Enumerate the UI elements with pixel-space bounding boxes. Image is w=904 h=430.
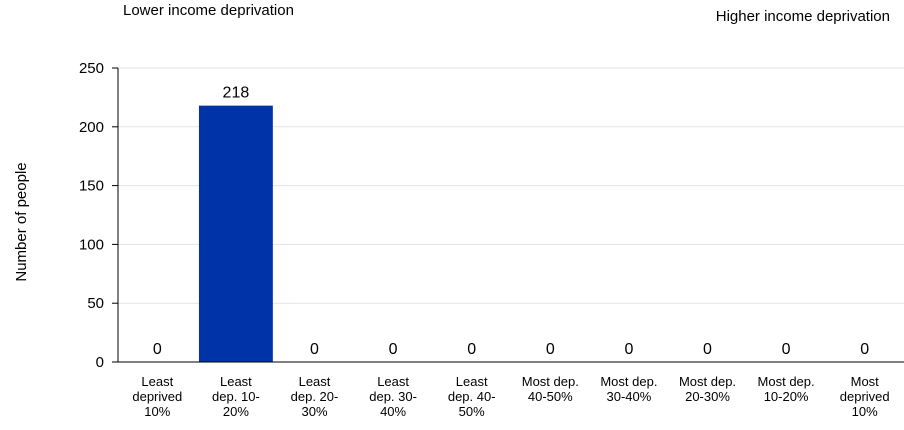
data-label: 0 [467,341,476,358]
x-tick-label: Least deprived 10% [132,374,182,419]
y-tick-labels: 0 50 100 150 200 250 [79,60,118,371]
x-tick-label: Most dep. 40-50% [522,374,579,404]
data-label: 0 [546,341,555,358]
data-label: 0 [310,341,319,358]
x-tick-labels: Least deprived 10% Least dep. 10-20% Least dep… [132,374,889,419]
x-tick-label: Least dep. 30-40% [369,374,417,419]
data-labels: 0 218 0 0 0 0 0 0 0 0 [153,85,869,358]
y-tick-label: 200 [79,119,104,136]
bar [198,105,273,362]
higher-deprivation-label: Higher income deprivation [715,8,890,25]
x-tick-label: Most dep. 10-20% [758,374,815,404]
data-label: 0 [389,341,398,358]
y-tick-label: 0 [96,354,104,371]
data-label: 0 [153,341,162,358]
data-label: 0 [782,341,791,358]
axes [117,68,904,363]
x-tick-label: Least dep. 10-20% [212,374,260,419]
y-tick-label: 50 [87,295,104,312]
data-label: 0 [703,341,712,358]
y-tick-label: 150 [79,178,104,195]
data-label: 0 [860,341,869,358]
data-label: 0 [624,341,633,358]
x-tick-label: Least dep. 20-30% [291,374,339,419]
y-axis-title: Number of people [13,162,30,281]
y-tick-label: 100 [79,236,104,253]
bars [198,105,273,362]
x-tick-label: Least dep. 40-50% [448,374,496,419]
y-tick-label: 250 [79,60,104,77]
x-tick-label: Most deprived 10% [840,374,890,419]
x-tick-label: Most dep. 20-30% [679,374,736,404]
x-tick-label: Most dep. 30-40% [600,374,657,404]
lower-deprivation-label: Lower income deprivation [123,2,294,19]
data-label: 218 [223,85,250,102]
